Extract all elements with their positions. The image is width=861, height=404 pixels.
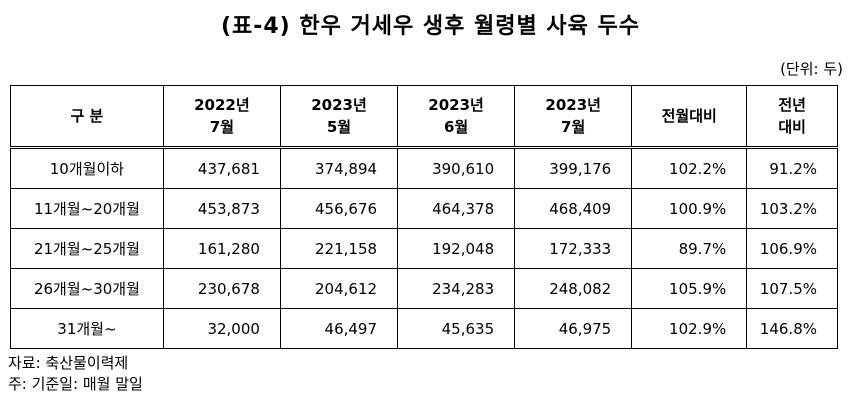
cell-value: 192,048: [397, 228, 516, 269]
cell-mom: 102.2%: [631, 147, 748, 189]
cell-yoy: 146.8%: [746, 308, 838, 349]
header-text: 대비: [778, 118, 806, 136]
cell-value: 468,409: [514, 188, 633, 229]
cell-value: 161,280: [162, 228, 281, 269]
cell-yoy: 91.2%: [746, 147, 838, 189]
cell-value: 248,082: [514, 268, 633, 309]
cell-value: 453,873: [162, 188, 281, 229]
cell-value: 399,176: [514, 147, 633, 189]
data-table: 구 분 2022년 7월 2023년 5월 2023년 6월 2023년 7월 …: [10, 85, 838, 349]
cell-value: 32,000: [162, 308, 281, 349]
header-month: 7월: [209, 118, 235, 136]
header-month: 7월: [561, 118, 586, 136]
cell-value: 230,678: [162, 268, 281, 309]
row-label: 10개월이하: [10, 147, 164, 189]
cell-value: 46,975: [514, 308, 633, 349]
header-text: 구 분: [70, 107, 104, 125]
cell-value: 234,283: [397, 268, 516, 309]
table-row: 11개월~20개월 453,873 456,676 464,378 468,40…: [10, 188, 838, 229]
cell-value: 374,894: [279, 147, 399, 189]
row-label: 31개월~: [10, 308, 164, 349]
header-2022-07: 2022년 7월: [162, 85, 281, 149]
cell-value: 221,158: [279, 228, 399, 269]
header-year: 2023년: [545, 96, 601, 114]
row-label: 11개월~20개월: [10, 188, 164, 229]
source-note: 자료: 축산물이력제: [8, 354, 129, 372]
header-year: 2023년: [428, 96, 484, 114]
cell-value: 456,676: [279, 188, 399, 229]
table-row: 26개월~30개월 230,678 204,612 234,283 248,08…: [10, 268, 838, 309]
cell-value: 172,333: [514, 228, 633, 269]
header-year: 2022년: [194, 96, 250, 114]
cell-value: 46,497: [279, 308, 399, 349]
cell-yoy: 106.9%: [746, 228, 838, 269]
unit-label: (단위: 두): [780, 60, 843, 78]
row-label: 21개월~25개월: [10, 228, 164, 269]
header-month: 5월: [326, 118, 352, 136]
header-text: 전년: [778, 96, 806, 114]
cell-yoy: 103.2%: [746, 188, 838, 229]
cell-mom: 102.9%: [631, 308, 748, 349]
header-mom: 전월대비: [631, 85, 748, 149]
row-label: 26개월~30개월: [10, 268, 164, 309]
cell-mom: 89.7%: [631, 228, 748, 269]
header-2023-06: 2023년 6월: [397, 85, 516, 149]
cell-yoy: 107.5%: [746, 268, 838, 309]
table-title: (표-4) 한우 거세우 생후 월령별 사육 두수: [220, 14, 641, 39]
header-row: 구 분 2022년 7월 2023년 5월 2023년 6월 2023년 7월 …: [10, 85, 838, 149]
table-row: 10개월이하 437,681 374,894 390,610 399,176 1…: [10, 147, 838, 189]
table-row: 31개월~ 32,000 46,497 45,635 46,975 102.9%…: [10, 308, 838, 349]
header-2023-07: 2023년 7월: [514, 85, 633, 149]
cell-value: 45,635: [397, 308, 516, 349]
header-2023-05: 2023년 5월: [279, 85, 399, 149]
cell-mom: 105.9%: [631, 268, 748, 309]
cell-value: 204,612: [279, 268, 399, 309]
cell-mom: 100.9%: [631, 188, 748, 229]
header-yoy: 전년 대비: [746, 85, 838, 149]
header-month: 6월: [443, 118, 469, 136]
cell-value: 464,378: [397, 188, 516, 229]
table-row: 21개월~25개월 161,280 221,158 192,048 172,33…: [10, 228, 838, 269]
cell-value: 390,610: [397, 147, 516, 189]
header-year: 2023년: [311, 96, 367, 114]
header-text: 전월대비: [661, 107, 717, 125]
header-category: 구 분: [10, 85, 164, 149]
reference-date-note: 주: 기준일: 매월 말일: [8, 375, 143, 393]
cell-value: 437,681: [162, 147, 281, 189]
